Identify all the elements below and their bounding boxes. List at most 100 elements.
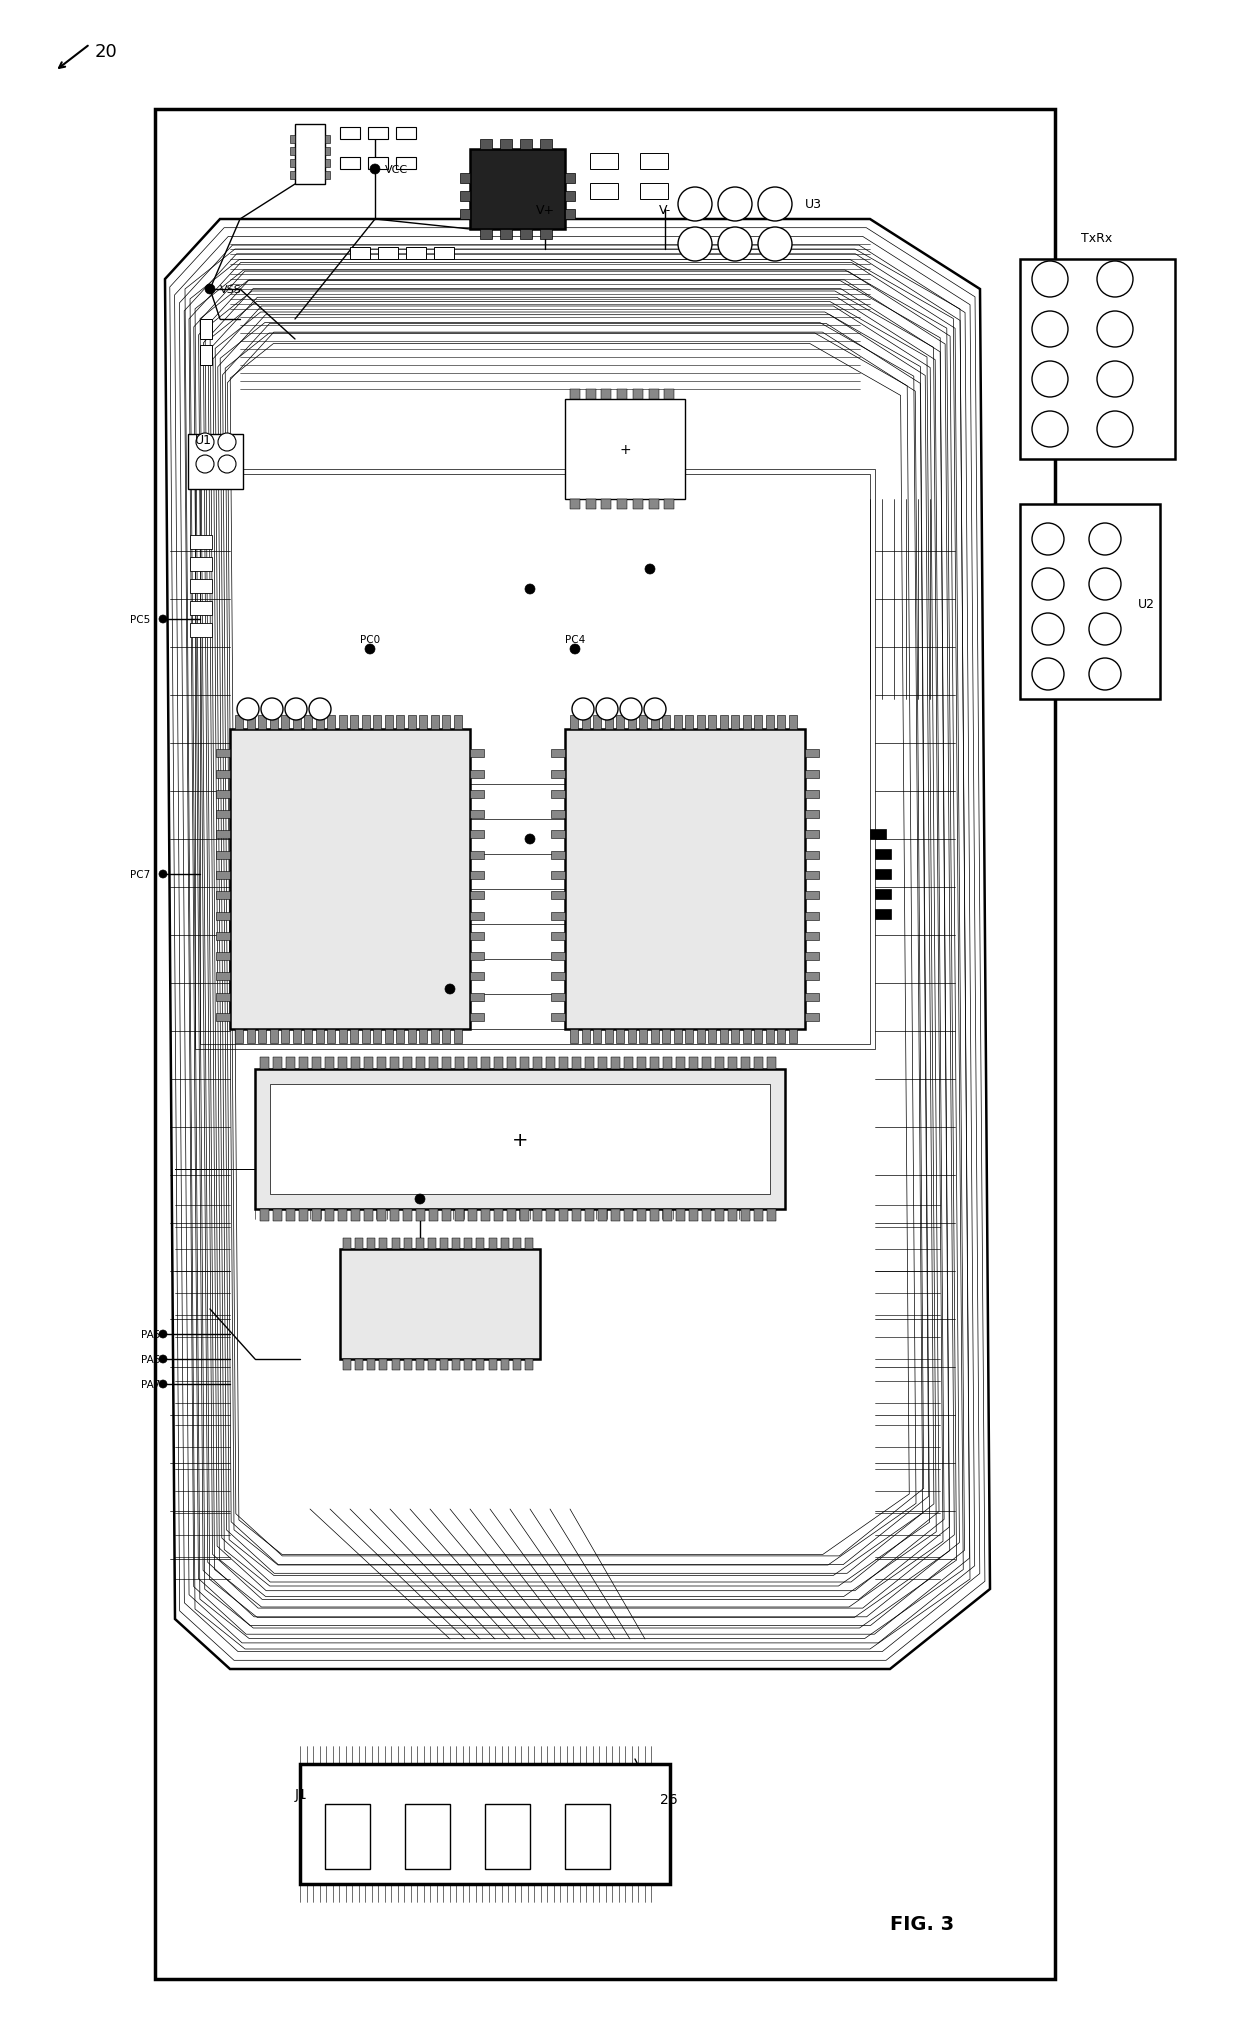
- Bar: [639, 716, 647, 730]
- Circle shape: [159, 1380, 167, 1389]
- Bar: [805, 832, 818, 838]
- Bar: [715, 1209, 724, 1221]
- Bar: [789, 1030, 796, 1044]
- Bar: [441, 1209, 451, 1221]
- Bar: [464, 1238, 472, 1250]
- Bar: [350, 1030, 358, 1044]
- Bar: [216, 852, 229, 858]
- Circle shape: [205, 285, 215, 296]
- Bar: [565, 1805, 610, 1870]
- Bar: [765, 716, 774, 730]
- Bar: [273, 1058, 281, 1070]
- Bar: [290, 137, 295, 145]
- Bar: [507, 1058, 516, 1070]
- Bar: [676, 1209, 684, 1221]
- Text: +: +: [512, 1130, 528, 1148]
- Bar: [590, 184, 618, 200]
- Bar: [260, 1058, 269, 1070]
- Bar: [585, 1058, 594, 1070]
- Circle shape: [260, 699, 283, 720]
- Bar: [304, 716, 312, 730]
- Bar: [719, 716, 728, 730]
- Bar: [440, 1238, 448, 1250]
- Bar: [805, 911, 818, 920]
- Bar: [470, 750, 484, 759]
- Bar: [520, 1058, 529, 1070]
- Bar: [470, 1013, 484, 1022]
- Bar: [258, 1030, 267, 1044]
- Bar: [743, 716, 750, 730]
- Bar: [513, 1360, 521, 1370]
- Bar: [728, 1209, 737, 1221]
- Bar: [455, 1058, 464, 1070]
- Bar: [565, 210, 575, 220]
- Circle shape: [237, 699, 259, 720]
- Bar: [247, 716, 254, 730]
- Bar: [293, 1030, 300, 1044]
- Circle shape: [1089, 569, 1121, 602]
- Bar: [673, 1030, 682, 1044]
- Circle shape: [159, 616, 167, 624]
- Text: PC4: PC4: [565, 634, 585, 644]
- Circle shape: [159, 871, 167, 879]
- Bar: [651, 1030, 658, 1044]
- Bar: [260, 1209, 269, 1221]
- Bar: [650, 1058, 658, 1070]
- Bar: [415, 1360, 424, 1370]
- Bar: [470, 911, 484, 920]
- Bar: [470, 973, 484, 981]
- Bar: [200, 320, 212, 341]
- Bar: [551, 973, 565, 981]
- Bar: [805, 852, 818, 858]
- Circle shape: [159, 1356, 167, 1364]
- Bar: [533, 1058, 542, 1070]
- Bar: [662, 1030, 670, 1044]
- Bar: [325, 159, 330, 167]
- Bar: [715, 1058, 724, 1070]
- Bar: [325, 137, 330, 145]
- Text: PC7: PC7: [130, 869, 150, 879]
- Bar: [470, 812, 484, 820]
- Bar: [325, 149, 330, 155]
- Bar: [777, 1030, 785, 1044]
- Bar: [551, 771, 565, 779]
- Circle shape: [159, 1329, 167, 1338]
- Bar: [565, 400, 684, 500]
- Bar: [708, 716, 715, 730]
- Bar: [290, 149, 295, 155]
- Bar: [650, 1209, 658, 1221]
- Bar: [404, 1238, 412, 1250]
- Bar: [312, 1058, 321, 1070]
- Bar: [513, 1238, 521, 1250]
- Bar: [805, 952, 818, 960]
- Bar: [663, 1209, 672, 1221]
- Bar: [507, 1209, 516, 1221]
- Bar: [343, 1238, 351, 1250]
- Bar: [593, 716, 601, 730]
- Bar: [255, 1070, 785, 1209]
- Bar: [286, 1058, 295, 1070]
- Circle shape: [645, 565, 655, 575]
- Bar: [551, 791, 565, 799]
- Bar: [419, 716, 427, 730]
- Bar: [702, 1209, 711, 1221]
- Bar: [290, 171, 295, 179]
- Bar: [649, 389, 658, 400]
- Bar: [480, 141, 492, 151]
- Text: U2: U2: [1138, 597, 1154, 612]
- Bar: [368, 157, 388, 169]
- Bar: [719, 1030, 728, 1044]
- Bar: [805, 871, 818, 879]
- Circle shape: [309, 699, 331, 720]
- Bar: [470, 151, 565, 230]
- Bar: [408, 716, 415, 730]
- Bar: [585, 500, 595, 510]
- Bar: [559, 1209, 568, 1221]
- Bar: [805, 812, 818, 820]
- Bar: [236, 716, 243, 730]
- Bar: [408, 1030, 415, 1044]
- Bar: [616, 1030, 624, 1044]
- Bar: [286, 1209, 295, 1221]
- Circle shape: [1097, 361, 1133, 398]
- Circle shape: [758, 188, 792, 222]
